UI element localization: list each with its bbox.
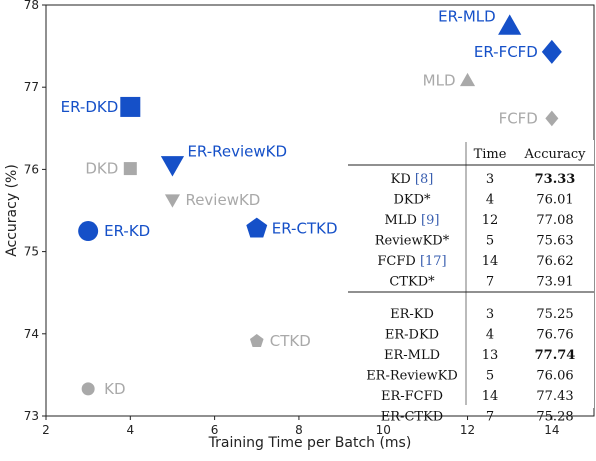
kd-point (81, 382, 95, 396)
table-cell-time: 5 (486, 234, 494, 249)
x-tick-label: 10 (376, 423, 391, 437)
table-cell-accuracy: 77.08 (536, 213, 573, 228)
table-cell-time: 14 (482, 389, 499, 404)
method-name: ER-ReviewKD (366, 369, 458, 384)
table-header-accuracy: Accuracy (524, 147, 587, 162)
x-tick-label: 6 (211, 423, 219, 437)
table-cell-time: 7 (486, 275, 494, 290)
table-cell-time: 12 (482, 213, 499, 228)
table-cell-method: FCFD [17] (377, 254, 446, 269)
y-tick-label: 73 (24, 409, 39, 423)
dkd-point-label: DKD (85, 160, 118, 178)
table-cell-method: ER-KD (390, 307, 434, 322)
method-name: KD (391, 172, 411, 187)
er-ctkd-point-label: ER-CTKD (272, 220, 338, 238)
table-cell-method: DKD* (393, 193, 431, 208)
method-name: DKD* (393, 193, 431, 208)
x-tick-label: 2 (42, 423, 50, 437)
ctkd-point (249, 334, 264, 347)
er-dkd-point (120, 96, 141, 117)
table-cell-method: KD [8] (391, 172, 434, 187)
method-name: ER-MLD (384, 348, 440, 363)
y-axis-title: Accuracy (%) (4, 164, 20, 257)
results-table: Time Accuracy KD [8] 3 73.33 DKD* 4 76.01 MLD [9… (348, 140, 594, 425)
mld-point (459, 72, 476, 87)
table-header-time: Time (474, 147, 507, 162)
table-cell-method: ER-DKD (385, 328, 439, 343)
y-tick-label: 74 (24, 327, 39, 341)
citation-ref: [17] (420, 254, 447, 269)
citation-ref: [9] (421, 213, 439, 228)
method-name: ReviewKD* (375, 234, 450, 249)
table-cell-accuracy: 77.74 (535, 348, 576, 363)
table-cell-accuracy: 76.01 (536, 193, 573, 208)
fcfd-point (545, 110, 559, 127)
fcfd-point-label: FCFD (499, 109, 538, 127)
ctkd-point-label: CTKD (270, 332, 311, 350)
table-cell-time: 4 (486, 193, 494, 208)
x-tick-label: 4 (126, 423, 134, 437)
er-kd-point (78, 221, 99, 242)
method-name: ER-FCFD (381, 389, 443, 404)
er-mld-point (498, 14, 522, 35)
method-name: CTKD* (389, 275, 435, 290)
table-cell-method: ReviewKD* (375, 234, 450, 249)
method-name: FCFD (377, 254, 415, 269)
er-mld-point-label: ER-MLD (438, 7, 496, 25)
table-cell-time: 4 (486, 328, 494, 343)
er-reviewkd-point-label: ER-ReviewKD (187, 142, 287, 160)
kd-point-label: KD (104, 380, 125, 398)
dkd-point (123, 162, 137, 176)
method-name: ER-KD (390, 307, 434, 322)
method-name: MLD (385, 213, 417, 228)
er-fcfd-point (541, 39, 562, 64)
table-cell-method: ER-MLD (384, 348, 440, 363)
table-cell-accuracy: 73.91 (536, 275, 573, 290)
y-tick-label: 75 (24, 245, 39, 259)
table-cell-method: CTKD* (389, 275, 435, 290)
table-cell-method: ER-CTKD (381, 410, 443, 425)
y-tick-label: 77 (24, 80, 39, 94)
table-cell-accuracy: 76.76 (536, 328, 573, 343)
table-cell-time: 13 (482, 348, 499, 363)
table-cell-accuracy: 75.25 (536, 307, 573, 322)
table-cell-accuracy: 76.06 (536, 369, 573, 384)
table-cell-time: 3 (486, 307, 494, 322)
table-cell-accuracy: 75.63 (536, 234, 573, 249)
table-cell-time: 7 (486, 410, 494, 425)
x-tick-label: 12 (460, 423, 475, 437)
reviewkd-point (164, 194, 181, 208)
table-cell-accuracy: 77.43 (536, 389, 573, 404)
table-cell-method: MLD [9] (385, 213, 440, 228)
er-ctkd-point (246, 217, 268, 238)
table-background (348, 140, 594, 408)
citation-ref: [8] (415, 172, 433, 187)
er-reviewkd-point (160, 156, 185, 177)
x-tick-label: 14 (544, 423, 559, 437)
table-cell-method: ER-ReviewKD (366, 369, 458, 384)
table-cell-method: ER-FCFD (381, 389, 443, 404)
er-fcfd-point-label: ER-FCFD (474, 43, 538, 61)
y-tick-label: 78 (24, 0, 39, 12)
x-axis-title: Training Time per Batch (ms) (208, 435, 412, 451)
er-dkd-point-label: ER-DKD (61, 98, 119, 116)
er-kd-point-label: ER-KD (104, 222, 150, 240)
table-cell-accuracy: 73.33 (535, 172, 576, 187)
method-name: ER-DKD (385, 328, 439, 343)
method-name: ER-CTKD (381, 410, 443, 425)
x-tick-label: 8 (295, 423, 303, 437)
y-tick-label: 76 (24, 162, 39, 176)
reviewkd-point-label: ReviewKD (185, 191, 260, 209)
table-cell-time: 5 (486, 369, 494, 384)
table-cell-accuracy: 75.28 (536, 410, 573, 425)
mld-point-label: MLD (423, 72, 456, 90)
table-cell-time: 3 (486, 172, 494, 187)
table-cell-time: 14 (482, 254, 499, 269)
table-cell-accuracy: 76.62 (536, 254, 573, 269)
